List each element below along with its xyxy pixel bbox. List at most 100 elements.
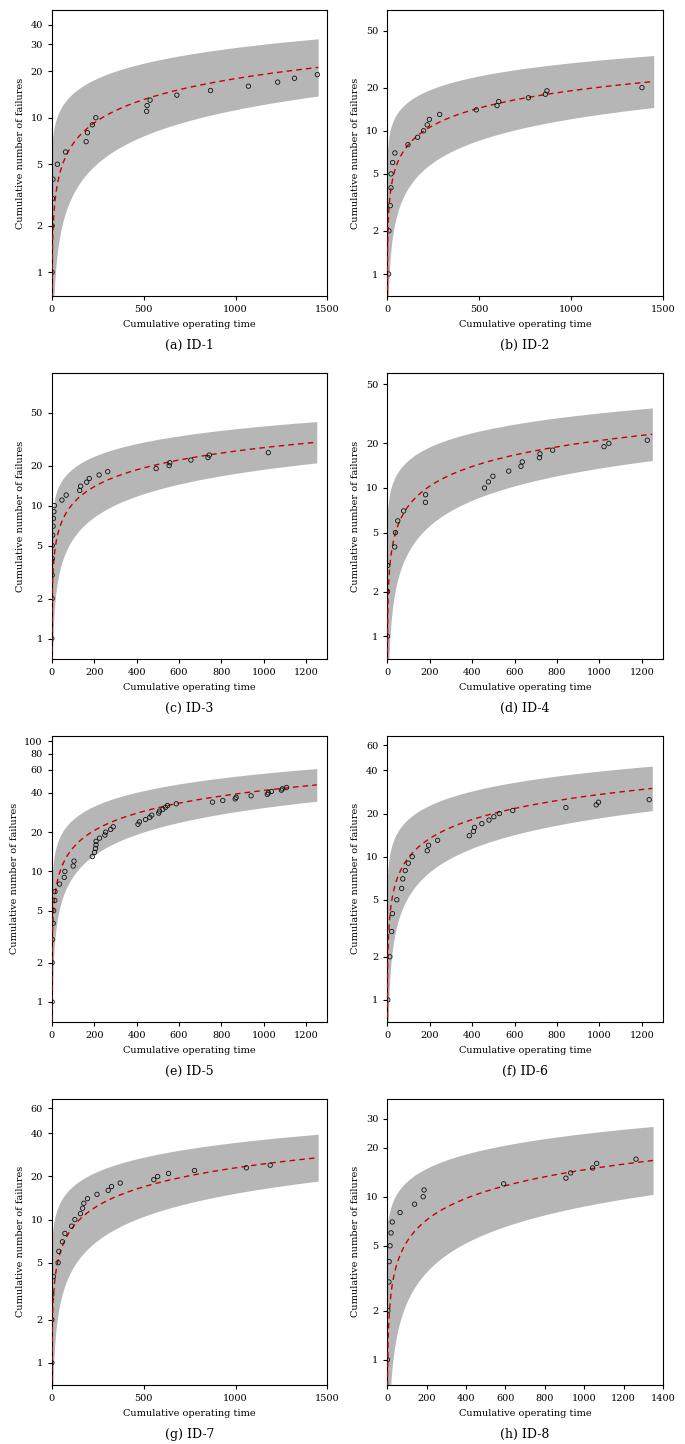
Point	[229, 787, 240, 810]
Y-axis label: Cumulative number of failures: Cumulative number of failures	[16, 78, 25, 228]
Point	[106, 1175, 117, 1199]
Point	[47, 1352, 58, 1375]
Point	[384, 946, 395, 969]
Point	[387, 1210, 398, 1233]
Y-axis label: Cumulative number of failures: Cumulative number of failures	[351, 440, 360, 592]
Point	[151, 456, 162, 479]
Point	[90, 833, 101, 856]
Y-axis label: Cumulative number of failures: Cumulative number of failures	[351, 803, 360, 954]
Point	[384, 1271, 395, 1294]
Point	[382, 1349, 393, 1372]
Point	[105, 817, 116, 840]
Point	[272, 71, 283, 94]
Point	[94, 826, 105, 849]
X-axis label: Cumulative operating time: Cumulative operating time	[459, 683, 591, 692]
Point	[488, 806, 499, 829]
Point	[396, 877, 407, 900]
Point	[389, 536, 400, 559]
Point	[508, 799, 519, 822]
Point	[382, 988, 393, 1011]
Point	[145, 806, 155, 829]
Point	[82, 471, 92, 494]
Point	[149, 1168, 160, 1191]
Point	[217, 788, 228, 812]
Point	[591, 1152, 602, 1175]
Point	[92, 1183, 103, 1206]
Point	[53, 1240, 64, 1264]
Point	[398, 500, 409, 523]
Point	[642, 429, 653, 452]
Point	[418, 120, 429, 143]
Point	[393, 510, 403, 533]
Point	[47, 627, 58, 650]
Point	[263, 781, 274, 804]
X-axis label: Cumulative operating time: Cumulative operating time	[123, 319, 256, 329]
Point	[231, 786, 242, 809]
X-axis label: Cumulative operating time: Cumulative operating time	[123, 1045, 256, 1054]
Point	[386, 920, 397, 943]
Point	[100, 820, 111, 843]
Point	[160, 796, 171, 819]
Point	[90, 830, 101, 853]
Point	[587, 1157, 598, 1180]
Point	[53, 1251, 64, 1274]
Point	[407, 845, 418, 868]
Point	[49, 494, 60, 517]
Point	[47, 563, 58, 586]
Point	[464, 825, 475, 848]
Point	[420, 484, 431, 507]
Point	[386, 176, 397, 199]
Text: (a) ID-1: (a) ID-1	[165, 339, 214, 352]
Point	[68, 855, 79, 878]
Point	[389, 142, 400, 165]
Point	[493, 90, 504, 113]
Point	[48, 514, 59, 537]
Point	[47, 991, 58, 1014]
Point	[560, 1167, 571, 1190]
Point	[60, 1222, 71, 1245]
Point	[390, 521, 401, 544]
Point	[134, 810, 145, 833]
Point	[386, 162, 397, 185]
Point	[599, 435, 610, 458]
Point	[164, 453, 175, 477]
Point	[204, 443, 215, 466]
Point	[154, 800, 165, 823]
Point	[90, 838, 101, 861]
Point	[484, 809, 495, 832]
Point	[75, 1201, 86, 1225]
Point	[243, 75, 254, 98]
X-axis label: Cumulative operating time: Cumulative operating time	[123, 683, 256, 692]
Text: (e) ID-5: (e) ID-5	[165, 1066, 214, 1079]
Point	[114, 1171, 125, 1194]
Point	[48, 1265, 59, 1288]
Point	[409, 1193, 420, 1216]
Y-axis label: Cumulative number of failures: Cumulative number of failures	[10, 803, 18, 954]
Point	[386, 1222, 397, 1245]
Point	[276, 778, 287, 801]
Point	[132, 813, 143, 836]
X-axis label: Cumulative operating time: Cumulative operating time	[123, 1408, 256, 1418]
Point	[289, 66, 300, 90]
Point	[382, 554, 393, 578]
Point	[171, 84, 182, 107]
Point	[534, 442, 545, 465]
Point	[61, 484, 72, 507]
Point	[384, 219, 395, 243]
Point	[424, 108, 435, 131]
Point	[403, 852, 414, 875]
Point	[171, 793, 182, 816]
Point	[205, 79, 216, 103]
Point	[383, 263, 394, 286]
Point	[384, 1251, 395, 1274]
Text: (g) ID-7: (g) ID-7	[165, 1428, 214, 1441]
Point	[384, 1235, 395, 1258]
Point	[387, 152, 398, 175]
Point	[47, 547, 58, 570]
Point	[397, 868, 408, 891]
Point	[471, 98, 482, 121]
Point	[47, 586, 58, 609]
Point	[84, 466, 95, 490]
Text: (b) ID-2: (b) ID-2	[501, 339, 550, 352]
Point	[87, 113, 98, 136]
